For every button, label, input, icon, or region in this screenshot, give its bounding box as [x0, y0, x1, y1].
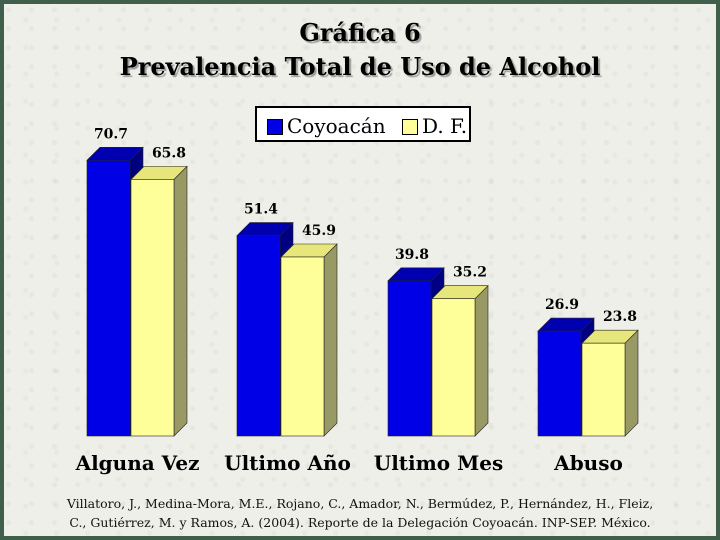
- chart-subtitle: Prevalencia Total de Uso de Alcohol: [119, 52, 601, 81]
- legend-swatch-df: [402, 119, 418, 135]
- legend-swatch-coyoacan: [267, 119, 283, 135]
- slide-background: [4, 4, 716, 536]
- legend: Coyoacán D. F.: [255, 106, 471, 142]
- data-label-d-f-ultimo-mes: 35.2: [453, 265, 487, 281]
- data-label-d-f-abuso: 23.8: [603, 309, 637, 325]
- bar-side-d-f-abuso: [624, 329, 639, 437]
- bar-coyoacan-alguna-vez: [86, 159, 131, 437]
- bar-d-f-alguna-vez: [130, 179, 175, 437]
- bar-d-f-ultimo-ano: [280, 256, 325, 437]
- bar-d-f-ultimo-mes: [431, 298, 476, 437]
- bar-d-f-abuso: [581, 342, 626, 437]
- citation-line-1: Villatoro, J., Medina-Mora, M.E., Rojano…: [66, 496, 654, 511]
- bar-side-d-f-ultimo-ano: [323, 243, 338, 437]
- bar-side-d-f-ultimo-mes: [474, 284, 489, 437]
- legend-label-coyoacan: Coyoacán: [287, 114, 386, 138]
- data-label-coyoacan-abuso: 26.9: [545, 297, 579, 313]
- data-label-coyoacan-ultimo-mes: 39.8: [395, 247, 429, 263]
- data-label-coyoacan-ultimo-ano: 51.4: [244, 202, 278, 218]
- chart-title: Gráfica 6: [299, 18, 421, 47]
- bar-coyoacan-ultimo-ano: [236, 235, 281, 437]
- data-label-coyoacan-alguna-vez: 70.7: [94, 126, 128, 142]
- category-label-alguna-vez: Alguna Vez: [75, 451, 200, 475]
- bar-coyoacan-abuso: [537, 330, 582, 437]
- citation-line-2: C., Gutiérrez, M. y Ramos, A. (2004). Re…: [69, 515, 651, 530]
- category-label-ultimo-mes: Ultimo Mes: [374, 451, 503, 475]
- data-label-d-f-alguna-vez: 65.8: [152, 145, 186, 161]
- category-label-abuso: Abuso: [553, 451, 623, 475]
- legend-label-df: D. F.: [422, 114, 468, 138]
- citation: Villatoro, J., Medina-Mora, M.E., Rojano…: [20, 494, 700, 532]
- bar-coyoacan-ultimo-mes: [387, 280, 432, 437]
- category-label-ultimo-ano: Ultimo Año: [224, 451, 351, 475]
- data-label-d-f-ultimo-ano: 45.9: [302, 223, 336, 239]
- bar-side-d-f-alguna-vez: [173, 165, 188, 437]
